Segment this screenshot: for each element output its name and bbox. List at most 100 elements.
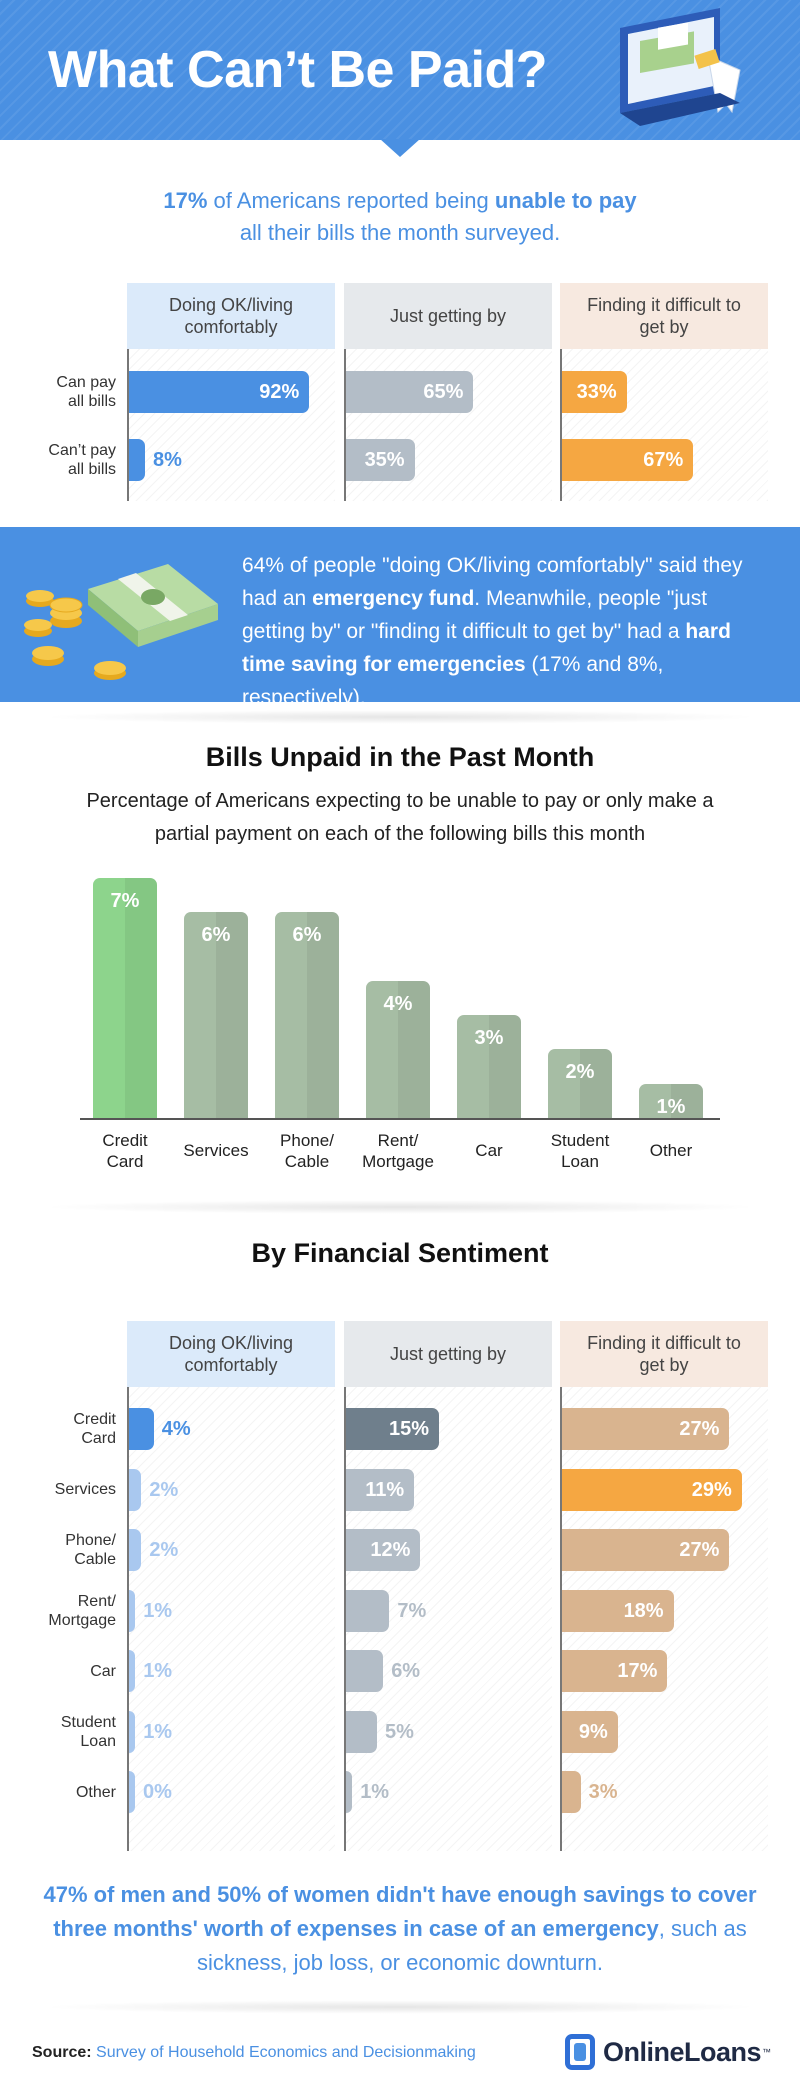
row-label: Phone/Cable [65,1532,116,1568]
bar-shade [125,878,157,1118]
bar [457,1015,521,1118]
callout-text-2: . Meanwhile, people "just getting by" or… [242,587,708,643]
data-label: 2% [149,1478,179,1501]
column-header: Finding it difficult to get by [560,283,768,349]
data-label: 4% [161,1418,191,1440]
bar [129,1529,142,1571]
column-header: Finding it difficult to get by [560,1321,768,1387]
bar [129,1650,136,1692]
divider-shadow [40,2000,760,2014]
data-label: 27% [679,1418,720,1440]
tick-label: Phone/Cable [280,1131,334,1171]
intro-text: 17% of Americans reported being unable t… [0,185,800,249]
column-body: 92% 8% [127,349,335,501]
bar [129,371,310,413]
data-label: 27% [679,1539,720,1561]
header-banner: What Can’t Be Paid? [0,0,800,140]
data-label: 9% [578,1720,608,1743]
bar-shade [489,1015,521,1118]
computer-payment-icon [620,8,741,126]
bar [346,1589,390,1632]
bar [129,1710,136,1753]
row-label: Services [54,1481,116,1498]
row-label: Rent/Mortgage [48,1592,116,1629]
bar [562,1650,668,1692]
bar [346,1468,415,1511]
bar [93,878,157,1118]
data-label: 4% [383,992,413,1015]
data-label: 1% [360,1781,390,1803]
data-label: 2% [149,1539,179,1561]
bar-shade [671,1083,703,1118]
data-label: 11% [365,1478,405,1501]
data-label: 8% [153,449,182,471]
bar [346,439,415,481]
data-label: 5% [385,1720,414,1743]
column-header: Doing OK/living comfortably [127,1321,335,1387]
data-label: 1% [143,1599,173,1622]
data-label: 0% [143,1781,172,1803]
row-label: Credit Card [73,1411,116,1447]
callout-text-1: 64% of people "doing OK/living comfortab… [242,554,743,610]
data-label: 1% [143,1720,173,1743]
logo-tm: ™ [762,2047,772,2057]
bills-paid-by-sentiment-chart: Can pay all bills Can’t pay all bills Doing … [0,283,800,501]
bills-unpaid-chart: 7% Credit Card 6% Services 6% Phone/Cable 4% Ren… [0,860,800,1180]
data-label: 2% [565,1061,595,1084]
data-label: 1% [143,1660,173,1682]
data-label: 65% [423,381,464,403]
row-label: Car [90,1662,116,1680]
column-header: Just getting by [344,283,552,349]
sentiment-column: Doing OK/living comfortably 4% 2% 2% 1% 1% 1% 0… [127,1321,335,1851]
tick-label: Services [183,1141,249,1160]
emergency-fund-callout: 64% of people "doing OK/living comfortab… [0,527,800,709]
bar [129,1589,136,1632]
data-label: 18% [623,1599,664,1622]
row-label: Other [75,1783,116,1801]
sentiment-column: Just getting by 15% 11% 12% 7% 6% 5% 1% [344,1321,552,1851]
sentiment-column: Just getting by 65% 35% [344,283,552,501]
bar [548,1049,612,1118]
row-label: Can pay all bills [56,374,116,410]
bar [562,1771,581,1813]
callout-bold-1: emergency fund [312,587,475,610]
closing-statement: 47% of men and 50% of women didn't have … [40,1878,760,1980]
bar [129,439,145,481]
bar-shade [307,912,339,1118]
column-body: 33% 67% [560,349,768,501]
column-body: 15% 11% 12% 7% 6% 5% 1% [344,1387,552,1851]
bills-chart-title: Bills Unpaid in the Past Month [205,742,595,772]
bar [129,1468,142,1511]
closing-bold: 47% of men and 50% of women didn't have … [43,1882,757,1941]
source-link[interactable]: Survey of Household Economics and Decisi… [91,2044,476,2061]
bar [639,1083,703,1118]
intro-text-a: of Americans reported being [207,188,495,213]
data-label: 92% [259,381,300,403]
source-citation: Source: Survey of Household Economics an… [32,2044,476,2062]
bills-unpaid-by-sentiment-chart: Credit Card Services Phone/Cable Rent/Mortga… [0,1321,800,1851]
sentiment-column: Doing OK/living comfortably 92% 8% [127,283,335,501]
data-label: 3% [588,1781,618,1803]
intro-text-b: all their bills the month surveyed. [239,220,561,245]
onlineloans-logo[interactable]: OnlineLoans ™ [565,2032,771,2072]
divider-shadow [40,710,760,724]
data-label: 67% [643,449,684,471]
bar-shade [216,912,248,1118]
data-label: 15% [388,1418,429,1440]
column-body: 4% 2% 2% 1% 1% 1% 0% [127,1387,335,1851]
x-axis [80,1118,720,1120]
money-stack-icon [24,564,218,680]
sentiment-column: Finding it difficult to get by 27% 29% 27% 1… [560,1321,768,1851]
divider-shadow [40,1200,760,1214]
logo-mark-icon [565,2034,595,2070]
bar [562,1408,730,1450]
callout-text-3: (17% and 8%, respectively). [242,653,664,709]
intro-pct: 17% [163,188,208,213]
data-label: 6% [292,924,322,947]
callout-bold-2: hard time saving for emergencies [242,620,731,676]
column-body: 27% 29% 27% 18% 17% 9% 3% [560,1387,768,1851]
bar [562,439,694,481]
bar [562,1529,730,1571]
data-label: 7% [397,1599,427,1622]
bar [562,1710,618,1753]
